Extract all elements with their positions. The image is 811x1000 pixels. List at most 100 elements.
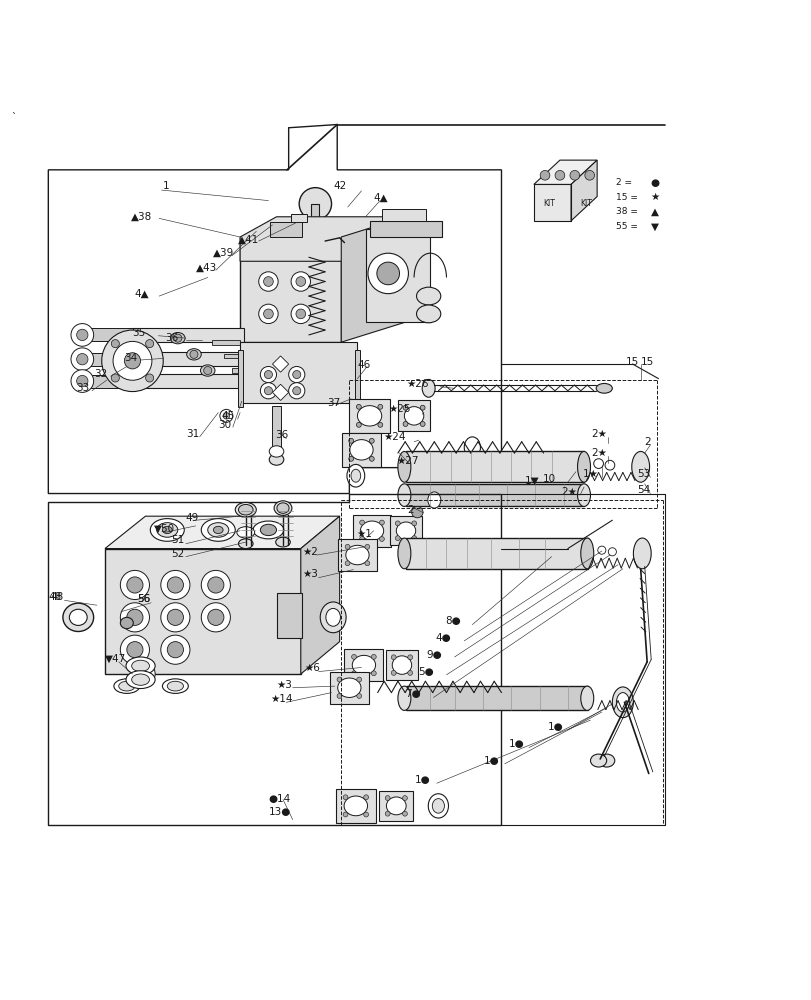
Bar (381, 209, 426, 221)
Ellipse shape (464, 437, 480, 458)
Ellipse shape (397, 686, 410, 710)
Text: ▼47: ▼47 (105, 654, 126, 664)
Ellipse shape (167, 681, 183, 691)
Text: 2: 2 (407, 505, 414, 515)
Ellipse shape (118, 681, 135, 691)
Circle shape (167, 577, 183, 593)
Ellipse shape (114, 679, 139, 693)
Circle shape (71, 348, 93, 371)
Ellipse shape (320, 602, 345, 633)
Bar (344, 649, 383, 681)
Circle shape (161, 570, 190, 600)
Circle shape (264, 277, 273, 286)
Circle shape (377, 404, 382, 409)
Circle shape (145, 340, 153, 348)
Circle shape (290, 304, 310, 324)
Text: KIT: KIT (579, 199, 591, 208)
Circle shape (359, 537, 364, 541)
Text: 31: 31 (186, 429, 199, 439)
Text: ★6: ★6 (303, 663, 320, 673)
Text: 13●: 13● (268, 807, 290, 817)
Bar (131, 352, 244, 366)
Text: 55 =: 55 = (616, 222, 637, 231)
Text: ●: ● (650, 178, 659, 188)
Text: ★: ★ (650, 192, 659, 202)
Circle shape (420, 405, 425, 410)
Ellipse shape (427, 794, 448, 818)
Ellipse shape (238, 539, 253, 549)
Ellipse shape (345, 545, 369, 565)
Circle shape (343, 812, 348, 817)
Circle shape (367, 253, 408, 294)
Circle shape (395, 536, 400, 541)
Text: ▲41: ▲41 (238, 234, 259, 244)
Text: 10: 10 (542, 474, 555, 484)
Bar (349, 399, 389, 433)
Circle shape (402, 422, 407, 426)
Circle shape (223, 413, 230, 419)
Bar (385, 650, 418, 680)
Bar (337, 539, 376, 571)
Bar (397, 400, 430, 431)
Ellipse shape (422, 379, 435, 397)
Text: 2★: 2★ (590, 429, 606, 439)
Circle shape (201, 570, 230, 600)
Ellipse shape (598, 754, 614, 767)
Ellipse shape (237, 527, 255, 538)
Ellipse shape (397, 538, 410, 569)
Circle shape (259, 304, 278, 324)
Ellipse shape (416, 287, 440, 305)
Ellipse shape (269, 454, 284, 465)
Circle shape (76, 375, 88, 387)
Polygon shape (105, 516, 339, 549)
Circle shape (364, 561, 369, 566)
Circle shape (76, 354, 88, 365)
Circle shape (351, 654, 356, 659)
Bar (232, 368, 260, 373)
Text: 32: 32 (94, 369, 108, 379)
Circle shape (363, 812, 368, 817)
Ellipse shape (590, 754, 606, 767)
Circle shape (174, 334, 182, 342)
Text: 48: 48 (50, 592, 63, 602)
Ellipse shape (350, 440, 373, 460)
Text: ★2: ★2 (302, 547, 318, 557)
Bar (389, 516, 422, 545)
Circle shape (420, 422, 425, 426)
Circle shape (379, 537, 384, 541)
Circle shape (145, 374, 153, 382)
Ellipse shape (392, 656, 411, 674)
Circle shape (411, 536, 416, 541)
Text: 56: 56 (137, 594, 150, 604)
Circle shape (111, 340, 119, 348)
Circle shape (260, 383, 277, 399)
Polygon shape (300, 516, 339, 674)
Ellipse shape (201, 519, 235, 541)
Circle shape (379, 520, 384, 525)
Circle shape (411, 521, 416, 526)
Polygon shape (570, 160, 596, 221)
Ellipse shape (276, 537, 290, 547)
Polygon shape (533, 184, 570, 221)
Text: ▲39: ▲39 (213, 248, 234, 258)
Ellipse shape (126, 671, 155, 689)
Text: ★14: ★14 (270, 694, 292, 704)
Circle shape (402, 796, 407, 800)
Polygon shape (272, 384, 288, 400)
Polygon shape (341, 217, 406, 342)
Ellipse shape (235, 502, 256, 517)
Ellipse shape (616, 693, 629, 712)
Circle shape (607, 548, 616, 556)
Circle shape (131, 662, 155, 686)
Polygon shape (105, 549, 300, 674)
Bar (406, 538, 587, 569)
Circle shape (356, 422, 361, 427)
Circle shape (376, 262, 399, 285)
Ellipse shape (350, 469, 360, 482)
Circle shape (204, 366, 212, 375)
Ellipse shape (595, 383, 611, 393)
Text: ▲43: ▲43 (195, 263, 217, 273)
Text: `: ` (11, 113, 16, 123)
Bar (335, 789, 375, 823)
Circle shape (371, 671, 375, 676)
